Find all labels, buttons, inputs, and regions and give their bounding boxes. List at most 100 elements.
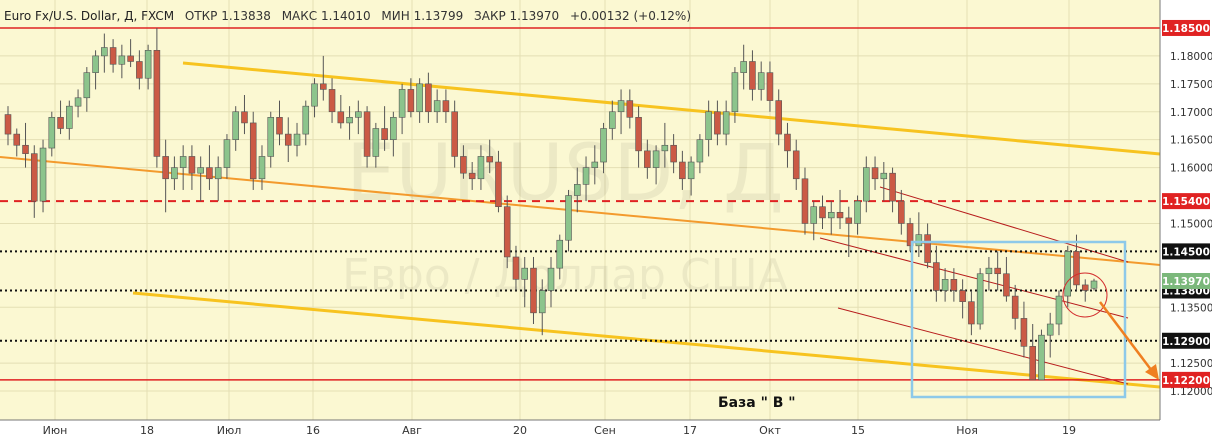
candle-body (801, 178, 809, 224)
x-tick-label: 15 (851, 424, 865, 437)
candle (267, 111, 275, 168)
candle-body (530, 267, 537, 314)
candle-body (775, 100, 782, 135)
candle (144, 44, 152, 90)
watermark-symbol: EURUSD, Д (346, 129, 784, 219)
candle-body (144, 50, 152, 79)
candle (363, 106, 371, 168)
candle-body (1020, 318, 1028, 347)
level-price-tag-text: 1.12900 (1162, 336, 1210, 348)
candle (442, 89, 450, 123)
candle (477, 145, 485, 190)
candle-body (355, 111, 362, 118)
y-tick-label: 1.15000 (1170, 218, 1212, 230)
candle (171, 156, 178, 190)
level-price-tag-text: 1.12200 (1162, 375, 1210, 387)
candle-body (810, 206, 818, 224)
candle (976, 268, 984, 330)
candle (749, 50, 756, 101)
candle-body (749, 61, 756, 90)
candle-body (906, 223, 914, 247)
candle (241, 94, 248, 135)
candle (898, 189, 905, 235)
candle-body (626, 100, 634, 118)
candle (162, 139, 169, 213)
candle-body (766, 72, 774, 101)
candle (372, 122, 380, 168)
candle-body (101, 47, 108, 57)
candle (1073, 234, 1080, 291)
level-price-tag: 1.15400 (1162, 193, 1210, 210)
candle-body (328, 89, 336, 113)
candle-body (267, 117, 275, 157)
candle-body (722, 111, 730, 135)
candle-body (609, 111, 616, 129)
candle (390, 111, 397, 157)
x-tick-label: 16 (306, 424, 320, 437)
candle (101, 33, 108, 73)
candle-body (976, 273, 984, 325)
base-b-annotation: База " В " (718, 395, 796, 411)
candle (1011, 284, 1019, 330)
candle-body (836, 211, 844, 219)
candle-body (153, 50, 161, 157)
candle-body (30, 153, 38, 202)
candle (398, 83, 406, 135)
candle (722, 100, 730, 146)
candle-body (460, 156, 467, 174)
x-tick-label: Июн (43, 424, 68, 437)
candle-body (346, 117, 353, 124)
candle (626, 89, 634, 129)
current-price-tag-bg (1162, 272, 1210, 289)
candle-body (4, 114, 12, 135)
candle (1020, 301, 1028, 358)
candle (407, 78, 415, 118)
candle (127, 39, 134, 68)
orange-trend-line (0, 156, 1161, 266)
candle (565, 189, 572, 252)
candle-body (1073, 251, 1080, 286)
candle (22, 122, 29, 168)
candle (600, 122, 607, 174)
candle (696, 134, 704, 174)
candle (188, 145, 196, 190)
level-price-tag-bg (1162, 19, 1210, 36)
candle (328, 78, 336, 123)
candle-body (241, 111, 248, 124)
candle (924, 223, 931, 269)
candle (635, 106, 642, 168)
candle (1046, 312, 1054, 358)
candle-body (162, 156, 169, 180)
candle-body (635, 117, 642, 152)
level-price-tag-text: 1.18500 (1162, 23, 1210, 35)
candle (495, 150, 502, 213)
candle-body (66, 105, 73, 129)
candle-body (687, 161, 695, 180)
x-tick-label: 17 (683, 424, 697, 437)
candle (118, 44, 126, 79)
candle (293, 122, 301, 157)
candle (486, 139, 493, 174)
candle-body (249, 122, 257, 180)
candle-body (214, 167, 222, 180)
candle-body (276, 117, 283, 135)
candle (460, 145, 467, 179)
candle (609, 100, 616, 140)
candle (652, 145, 660, 185)
candle-body (565, 195, 572, 241)
candle-body (451, 111, 458, 157)
level-price-tag-bg (1162, 193, 1210, 210)
candle-body (1046, 323, 1054, 336)
candle-body (547, 267, 555, 291)
candle-body (661, 144, 669, 152)
candle (258, 145, 266, 190)
candle-body (92, 55, 99, 73)
candle (889, 167, 896, 213)
y-tick-label: 1.12000 (1170, 386, 1212, 398)
candle-body (819, 206, 826, 219)
candle (83, 67, 91, 112)
candle (153, 27, 161, 168)
level-price-tag-bg (1162, 332, 1210, 349)
candle-body (617, 100, 625, 113)
candle-body (416, 83, 423, 113)
